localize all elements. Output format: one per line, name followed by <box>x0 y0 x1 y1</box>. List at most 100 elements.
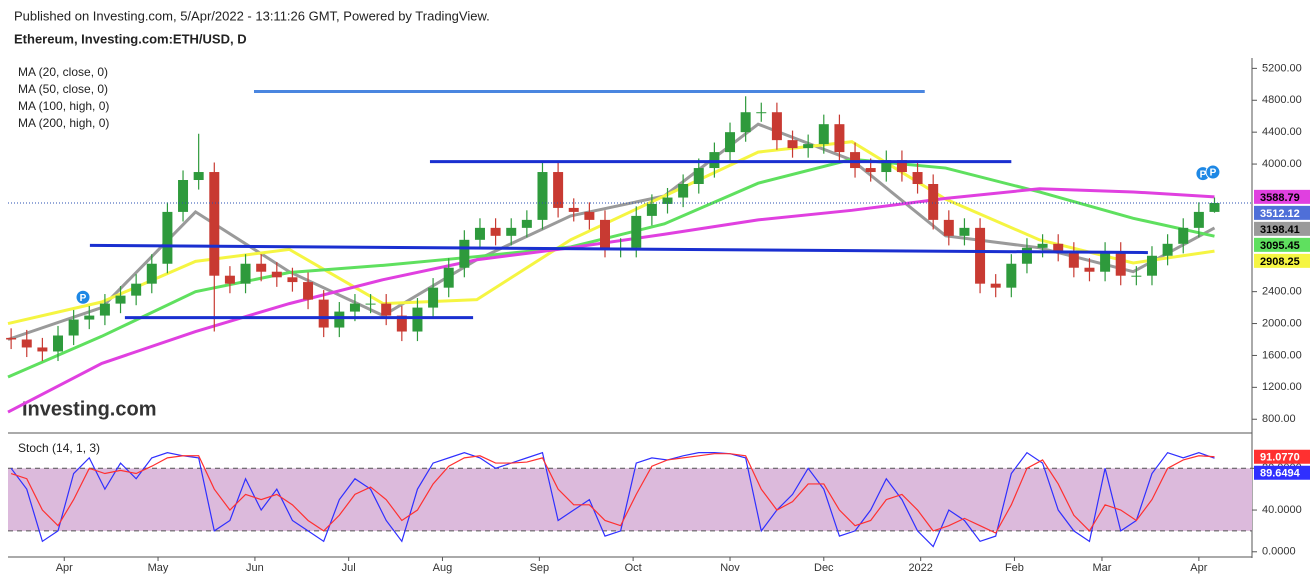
candle-body <box>1053 243 1064 252</box>
candle-body <box>834 124 845 153</box>
candle-body <box>334 311 345 328</box>
event-label: P <box>80 293 87 304</box>
axis-tag-label: 91.0770 <box>1260 452 1300 464</box>
x-tick-label: Jun <box>246 562 264 574</box>
axis-tag <box>1254 253 1310 268</box>
candle-body <box>912 172 923 184</box>
y-tick-label: 4400.00 <box>1262 126 1302 138</box>
candle-body <box>381 303 392 316</box>
candle-body <box>1100 251 1111 272</box>
candle-body <box>256 263 267 272</box>
candle-body <box>693 168 704 184</box>
x-tick-label: Apr <box>1190 562 1207 574</box>
candle-body <box>1068 251 1079 268</box>
candle-body <box>865 168 876 173</box>
stoch-line <box>10 453 1215 534</box>
moving-average <box>7 187 1215 414</box>
x-tick-label: Dec <box>814 562 834 574</box>
candle-body <box>318 299 329 328</box>
candle-body <box>943 219 954 236</box>
candle-body <box>646 203 657 216</box>
candle-body <box>428 287 439 308</box>
candle-body <box>599 219 610 248</box>
candle-body <box>224 275 235 284</box>
x-tick-label: Nov <box>720 562 740 574</box>
candle-body <box>959 227 970 236</box>
event-marker <box>1205 164 1221 180</box>
candle-body <box>21 339 32 348</box>
candle-body <box>850 152 861 169</box>
x-tick-label: Sep <box>530 562 550 574</box>
candle-body <box>990 283 1001 288</box>
y-tick-label: 40.0000 <box>1262 504 1302 516</box>
candle-body <box>1084 267 1095 272</box>
candle-body <box>490 227 501 236</box>
candle-body <box>474 227 485 240</box>
candle-body <box>975 227 986 284</box>
candle-body <box>131 283 142 296</box>
y-tick-label: 800.00 <box>1262 413 1296 425</box>
axis-tag-label: 3512.12 <box>1260 208 1300 220</box>
legend-entry: MA (20, close, 0) <box>18 65 108 79</box>
candle-body <box>115 295 126 304</box>
candle-body <box>803 144 814 149</box>
x-tick-label: Apr <box>56 562 73 574</box>
axis-tag-label: 3588.79 <box>1260 192 1300 204</box>
candle-body <box>818 124 829 145</box>
trend-line <box>89 243 1148 255</box>
candle-body <box>1115 251 1126 276</box>
x-tick-label: Aug <box>433 562 453 574</box>
x-tick-label: Oct <box>625 562 642 574</box>
candle-body <box>287 277 298 283</box>
y-tick-label: 4800.00 <box>1262 94 1302 106</box>
header: Published on Investing.com, 5/Apr/2022 -… <box>14 8 490 23</box>
candle-body <box>84 315 95 320</box>
candle-body <box>662 197 673 204</box>
moving-average <box>7 157 1215 379</box>
candle-body <box>240 263 251 284</box>
candle-body <box>412 307 423 332</box>
candle-body <box>506 227 517 236</box>
candle-body <box>1193 211 1204 228</box>
candle-body <box>740 112 751 133</box>
candle-body <box>271 271 282 278</box>
stoch-title: Stoch (14, 1, 3) <box>18 441 100 455</box>
y-tick-label: 4000.00 <box>1262 158 1302 170</box>
axis-tag <box>1254 189 1310 204</box>
legend-entry: MA (200, high, 0) <box>18 116 109 130</box>
event-label: P <box>1210 168 1217 179</box>
x-tick-label: May <box>148 562 169 574</box>
axis-tag <box>1254 465 1310 480</box>
legend-entry: MA (100, high, 0) <box>18 99 109 113</box>
x-tick-label: Jul <box>342 562 356 574</box>
candle-body <box>146 263 157 284</box>
candle-body <box>68 319 79 336</box>
candle-body <box>771 112 782 141</box>
candle-body <box>1209 202 1220 212</box>
candle-body <box>1037 243 1048 248</box>
candle-body <box>99 303 110 316</box>
candle-body <box>881 160 892 173</box>
stoch-line <box>10 451 1215 548</box>
candle-body <box>725 132 736 153</box>
candle-body <box>553 172 564 208</box>
candle-body <box>521 219 532 228</box>
candle-body <box>928 183 939 220</box>
candle-body <box>303 282 314 300</box>
candle-body <box>6 337 17 340</box>
axis-tag-label: 3198.41 <box>1260 224 1300 236</box>
candle-body <box>1021 247 1032 264</box>
candle-body <box>678 183 689 198</box>
axis-tag <box>1254 221 1310 236</box>
candle-body <box>162 211 173 264</box>
y-tick-label: 2400.00 <box>1262 286 1302 298</box>
y-tick-label: 0.0000 <box>1262 546 1296 558</box>
axis-tag <box>1254 449 1310 464</box>
y-tick-label: 2000.00 <box>1262 317 1302 329</box>
band <box>8 468 1252 531</box>
candle-body <box>1162 243 1173 256</box>
candle-body <box>193 172 204 181</box>
y-tick-label: 1600.00 <box>1262 349 1302 361</box>
candle-body <box>1006 263 1017 288</box>
